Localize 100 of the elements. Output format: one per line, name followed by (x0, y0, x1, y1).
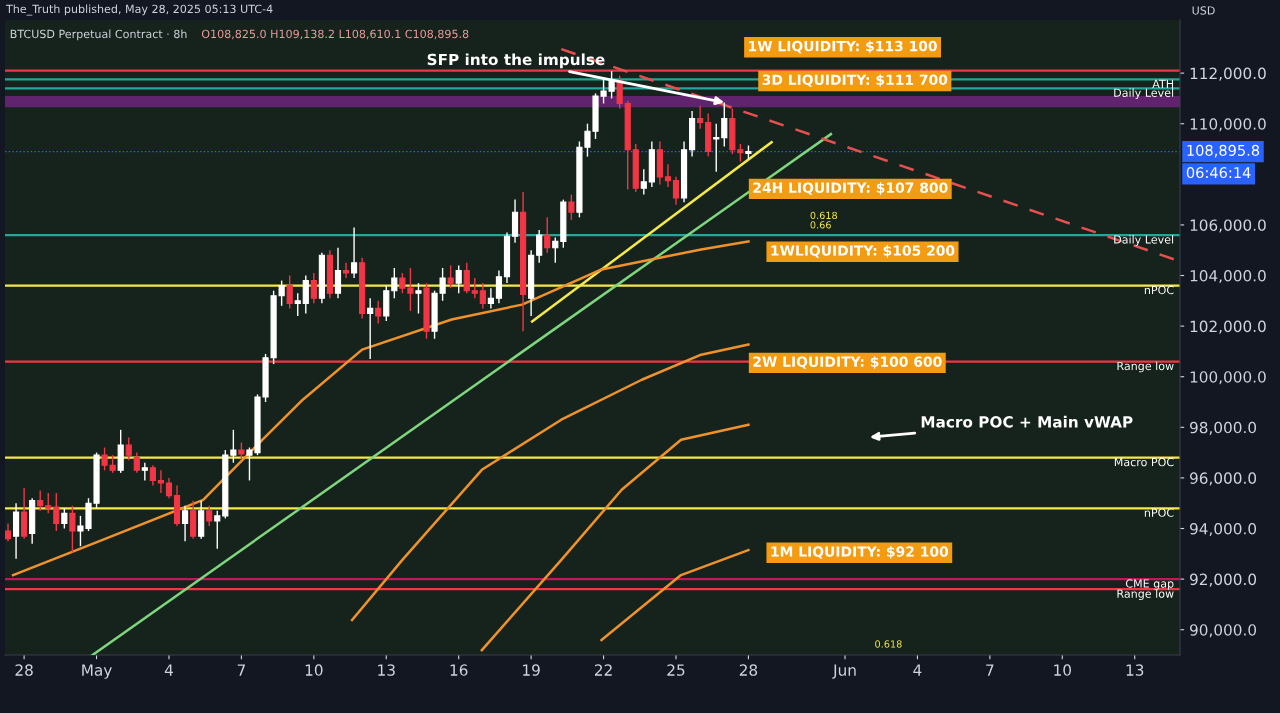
candlestick (487, 287, 494, 310)
candlestick (149, 464, 156, 487)
y-tick-label: 112,000.0 (1190, 67, 1266, 81)
candlestick (37, 489, 44, 512)
x-tick-label: 13 (1126, 664, 1144, 676)
candlestick (302, 274, 309, 315)
candlestick (181, 505, 189, 542)
line-series (350, 343, 750, 622)
candlestick (479, 282, 486, 310)
x-tick-label: May (82, 664, 112, 679)
candlestick (616, 74, 623, 110)
y-tick-label: 100,000.0 (1190, 371, 1266, 385)
candlestick (334, 246, 342, 299)
candlestick (447, 264, 454, 289)
candlestick (367, 297, 374, 360)
candlestick (69, 505, 76, 554)
line-series (11, 240, 750, 577)
candlestick (214, 510, 221, 550)
text: BTCUSD Perpetual Contract · 8h (10, 29, 187, 41)
candlestick (721, 101, 728, 148)
candlestick (640, 168, 647, 196)
annotation: 2W LIQUIDITY: $100 600 (753, 356, 942, 369)
x-tick-label: 7 (986, 664, 994, 676)
candlestick (544, 216, 551, 254)
candlestick (230, 429, 237, 464)
ref-line-label: nPOC (1144, 285, 1174, 295)
candlestick (45, 492, 52, 515)
candlestick (495, 269, 503, 305)
candlestick (125, 436, 132, 461)
candlestick (375, 300, 382, 325)
candlestick (536, 229, 543, 264)
candlestick (568, 193, 575, 221)
x-tick-label: 10 (305, 664, 323, 676)
x-tick-label: 4 (913, 664, 922, 676)
text: O108,825.0 H109,138.2 L108,610.1 C108,895.8 (201, 29, 469, 40)
candlestick (133, 451, 140, 474)
x-tick-label: 28 (739, 664, 758, 676)
candlestick (286, 274, 293, 310)
x-tick-label: Jun (832, 664, 856, 679)
x-tick-label: 22 (594, 664, 612, 676)
annotation: 0.618 (875, 640, 902, 648)
candlestick (697, 105, 704, 130)
candlestick (391, 267, 398, 299)
annotation: 1W LIQUIDITY: $113 100 (749, 40, 937, 54)
x-tick-label: 10 (1054, 664, 1071, 676)
y-tick-label: 102,000.0 (1190, 320, 1266, 334)
annotation: Macro POC + Main vWAP (921, 415, 1133, 428)
candlestick (157, 469, 165, 494)
y-tick-label: 96,000.0 (1189, 472, 1257, 486)
y-tick-label: 106,000.0 (1190, 219, 1266, 233)
y-tick-label: 92,000.0 (1189, 573, 1257, 587)
annotation: 1WLIQUIDITY: $105 200 (771, 245, 955, 258)
candlestick (206, 505, 213, 527)
candlestick (552, 236, 559, 264)
candlestick (310, 272, 317, 305)
y-axis-title: USD (1192, 6, 1215, 15)
line-series (480, 423, 750, 652)
annotation: SFP into the impulse (427, 53, 605, 69)
ref-line-label: nPOC (1144, 508, 1174, 517)
candlestick (664, 163, 672, 188)
annotation: 1M LIQUIDITY: $92 100 (771, 546, 949, 559)
annotation: 3D LIQUIDITY: $111 700 (762, 74, 948, 87)
y-tick-label: 94,000.0 (1189, 522, 1257, 537)
candlestick (141, 462, 148, 482)
y-tick-label: 104,000.0 (1190, 269, 1266, 284)
candlestick (463, 262, 470, 294)
ref-line-label: 108,895.8 (1187, 144, 1260, 158)
candlestick (350, 226, 358, 279)
annotation: 0.618 (810, 211, 838, 220)
ref-line-label: Daily Level (1114, 235, 1174, 246)
candlestick (672, 176, 680, 206)
x-tick-label: 7 (237, 664, 245, 676)
candlestick (415, 282, 422, 315)
x-tick-label: 4 (164, 664, 173, 676)
text: 06:46:14 (1186, 167, 1251, 179)
annotation: 24H LIQUIDITY: $107 800 (753, 182, 948, 195)
y-tick-label: 98,000.0 (1189, 421, 1257, 435)
ref-line-label: Range low (1117, 589, 1174, 600)
y-tick-label: 90,000.0 (1189, 624, 1257, 638)
ref-line-label: Macro POC (1114, 457, 1174, 467)
annotation: 0.66 (810, 221, 831, 229)
y-tick-label: 110,000.0 (1190, 118, 1266, 132)
candlestick (342, 262, 350, 279)
candlestick (713, 123, 720, 173)
candlestick (471, 277, 478, 299)
candlestick (53, 492, 60, 532)
candlestick (294, 292, 301, 317)
text: The_Truth published, May 28, 2025 05:13 UTC-4 (5, 4, 273, 16)
ref-line-label: Range low (1117, 361, 1174, 373)
x-tick-label: 25 (667, 664, 685, 676)
candlestick (61, 507, 68, 530)
x-tick-label: 16 (450, 664, 468, 676)
ref-line-label: ATH (1152, 79, 1174, 88)
candlestick (165, 477, 173, 499)
x-tick-label: 19 (523, 664, 540, 676)
ref-line-label: CME gap (1125, 579, 1174, 590)
ref-line-label: Daily Level (1114, 88, 1174, 100)
x-tick-label: 28 (15, 664, 33, 676)
x-tick-label: 13 (378, 664, 395, 676)
candlestick (455, 264, 462, 294)
